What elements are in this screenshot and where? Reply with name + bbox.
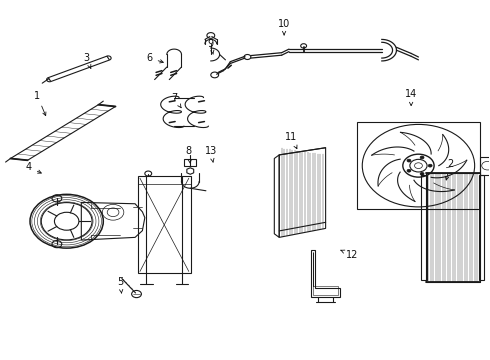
Bar: [357, 122, 480, 209]
Text: 2: 2: [445, 159, 453, 180]
Circle shape: [407, 169, 411, 172]
Circle shape: [428, 164, 432, 167]
Bar: [426, 173, 480, 282]
Circle shape: [407, 159, 411, 162]
Text: 5: 5: [117, 277, 123, 293]
Bar: [479, 175, 485, 280]
Text: 7: 7: [171, 93, 181, 108]
Text: 9: 9: [208, 39, 214, 54]
Text: 14: 14: [405, 89, 417, 105]
Text: 1: 1: [34, 91, 46, 116]
Bar: [184, 159, 196, 166]
Bar: [138, 176, 191, 273]
Bar: [421, 175, 427, 280]
Text: 11: 11: [285, 132, 297, 149]
Text: 6: 6: [147, 53, 163, 63]
Text: 3: 3: [83, 53, 91, 68]
Circle shape: [420, 156, 424, 159]
Text: 8: 8: [186, 146, 192, 163]
Text: 10: 10: [278, 19, 290, 35]
Bar: [480, 157, 490, 175]
Circle shape: [420, 172, 424, 175]
Text: 13: 13: [205, 146, 217, 162]
Text: 12: 12: [341, 250, 359, 260]
Text: 4: 4: [26, 162, 41, 173]
